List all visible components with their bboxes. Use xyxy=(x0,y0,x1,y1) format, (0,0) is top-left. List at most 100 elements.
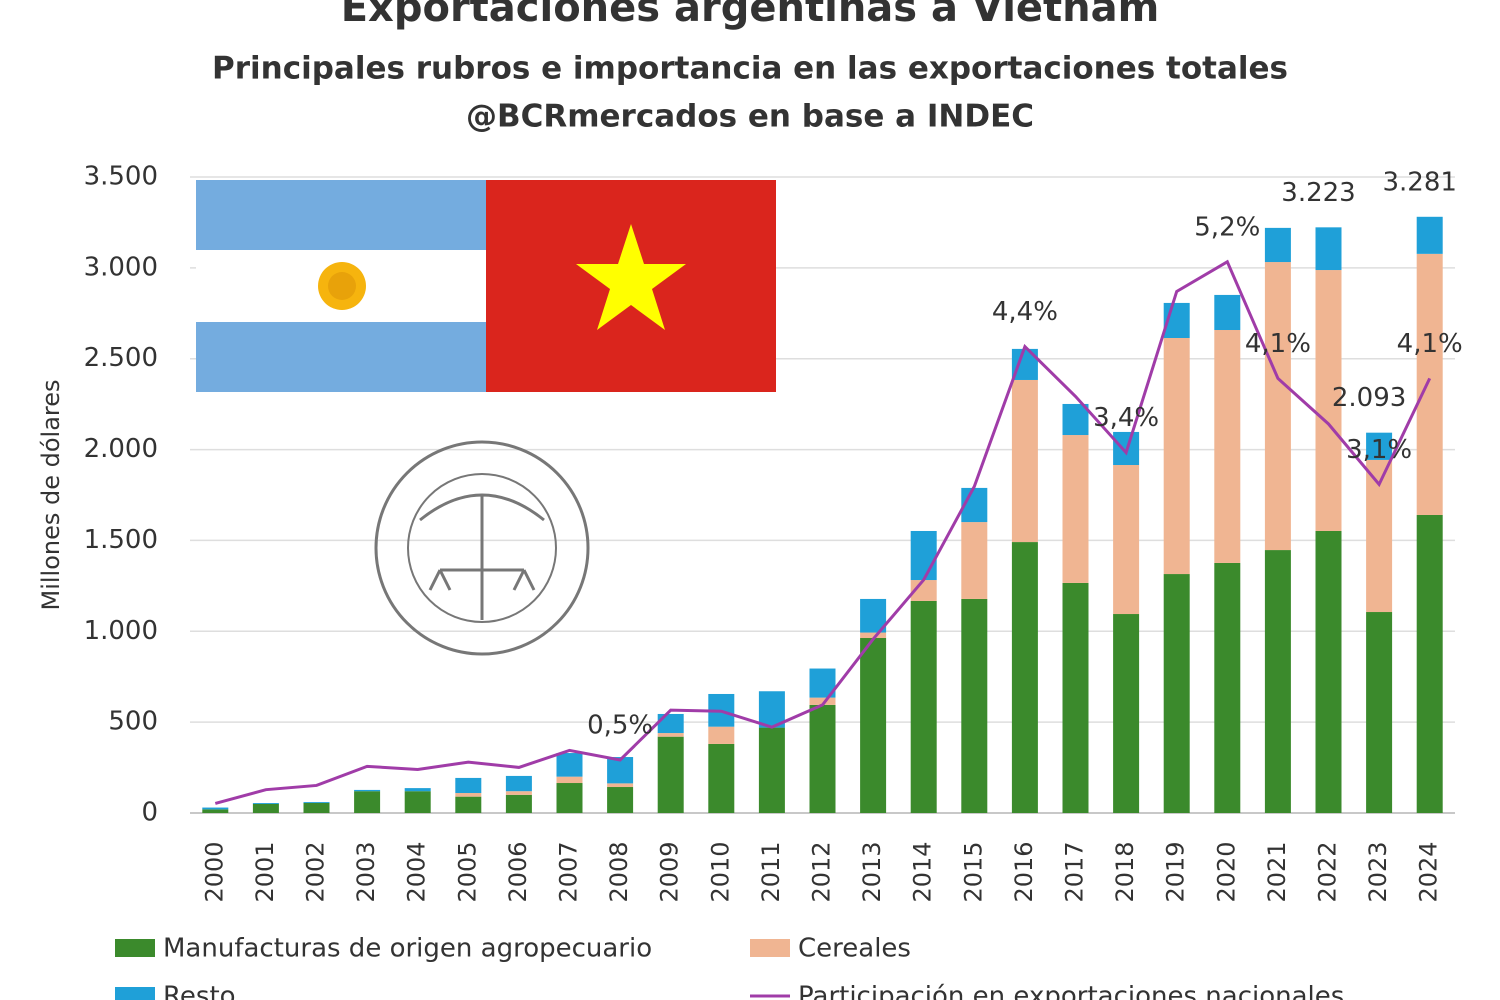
x-tick-label: 2015 xyxy=(959,841,987,902)
bar-segment xyxy=(1214,294,1241,331)
x-tick-label: 2007 xyxy=(555,841,583,902)
y-tick-label: 0 xyxy=(141,798,158,828)
bar-segment xyxy=(252,803,279,813)
total-label: 3.223 xyxy=(1281,178,1355,208)
bar-segment xyxy=(1062,403,1089,436)
data-label: 4,1% xyxy=(1397,329,1463,359)
x-tick-label: 2017 xyxy=(1061,841,1089,902)
bar-segment xyxy=(961,598,988,813)
bar-segment xyxy=(708,743,735,813)
x-tick-label: 2020 xyxy=(1212,841,1240,902)
y-tick-label: 2.000 xyxy=(84,434,158,464)
bar-segment xyxy=(505,775,532,792)
bar-segment xyxy=(404,788,431,792)
x-tick-label: 2011 xyxy=(757,841,785,902)
chart-title: Exportaciones argentinas a Vietnam xyxy=(341,0,1160,31)
x-tick-label: 2019 xyxy=(1162,841,1190,902)
y-tick-label: 2.500 xyxy=(84,343,158,373)
data-label: 0,5% xyxy=(587,711,653,741)
bar-segment xyxy=(1214,562,1241,813)
sun-core xyxy=(328,272,356,300)
x-tick-label: 2022 xyxy=(1314,841,1342,902)
bar-segment xyxy=(1264,550,1291,813)
line xyxy=(214,259,1432,805)
x-tick-label: 2021 xyxy=(1263,841,1291,902)
bar-segment xyxy=(404,791,431,813)
logo-ring xyxy=(407,473,557,623)
chart-subtitle: Principales rubros e importancia en las … xyxy=(212,51,1288,87)
logo-emblem xyxy=(419,493,545,620)
bar-segment xyxy=(607,787,634,813)
data-label: 5,2% xyxy=(1194,212,1260,242)
x-tick-label: 2005 xyxy=(453,841,481,902)
bar-segment xyxy=(910,600,937,813)
bar-segment xyxy=(1366,432,1393,460)
bar-segment xyxy=(303,803,330,813)
legend-label: Resto xyxy=(163,982,236,1000)
x-tick-label: 2000 xyxy=(200,841,228,902)
y-tick-label: 3.500 xyxy=(84,162,158,192)
bar-segment xyxy=(1416,253,1443,515)
bar-segment xyxy=(202,807,229,810)
bar-segment xyxy=(809,697,836,705)
bar-segment xyxy=(961,522,988,599)
bar-segment xyxy=(1163,337,1190,575)
bar-segment xyxy=(252,803,279,804)
x-tick-label: 2004 xyxy=(403,841,431,902)
bar-segment xyxy=(1062,435,1089,583)
star xyxy=(576,224,686,330)
bar-segment xyxy=(1315,530,1342,813)
y-tick-label: 1.000 xyxy=(84,616,158,646)
flag-stripe xyxy=(196,180,486,250)
data-label: 4,4% xyxy=(992,297,1058,327)
x-tick-label: 2008 xyxy=(605,841,633,902)
x-tick-label: 2018 xyxy=(1111,841,1139,902)
bar-segment xyxy=(1113,465,1140,615)
total-label: 2.093 xyxy=(1332,383,1406,413)
bar-segment xyxy=(556,753,583,777)
bar-segment xyxy=(303,802,330,804)
legend-label: Cereales xyxy=(798,934,911,964)
x-tick-label: 2002 xyxy=(302,841,330,902)
plot: 2000 2001 2002 2003 2004 2005 2006 2007 2008 2009… xyxy=(115,167,1463,1000)
bar-segment xyxy=(758,727,785,813)
bar-segment xyxy=(455,796,482,813)
bar-segment xyxy=(860,632,887,639)
y-axis-label: Millones de dólares xyxy=(37,379,65,610)
bar-segment xyxy=(1315,227,1342,271)
bar-segment xyxy=(1416,514,1443,813)
bar-segment xyxy=(809,704,836,813)
bar-segment xyxy=(1366,612,1393,813)
x-tick-label: 2013 xyxy=(858,841,886,902)
logo xyxy=(374,440,590,656)
data-label: 4,1% xyxy=(1245,329,1311,359)
bar-segment xyxy=(354,791,381,813)
legend-label: Manufacturas de origen agropecuario xyxy=(163,934,652,964)
bar-segment xyxy=(1315,270,1342,531)
x-tick-label: 2001 xyxy=(251,841,279,902)
logo-ring xyxy=(374,440,590,656)
bar-segment xyxy=(1264,227,1291,263)
bar-segment xyxy=(1062,582,1089,813)
bar-segment xyxy=(758,691,785,728)
flag-stripe xyxy=(196,322,486,392)
bar-segment xyxy=(657,713,684,734)
y-tick-label: 500 xyxy=(108,707,158,737)
bar-segment xyxy=(556,776,583,784)
bar-segment xyxy=(708,726,735,744)
y-tick-label: 3.000 xyxy=(84,252,158,282)
bar-segment xyxy=(1264,262,1291,551)
bar-segment xyxy=(1214,330,1241,563)
y-tick-label: 1.500 xyxy=(84,525,158,555)
x-tick-label: 2024 xyxy=(1415,841,1443,902)
bar-segment xyxy=(657,733,684,737)
bar-segment xyxy=(860,638,887,813)
total-label: 3.281 xyxy=(1382,167,1456,197)
bar-segment xyxy=(910,530,937,581)
bar-segment xyxy=(607,783,634,788)
x-tick-label: 2009 xyxy=(656,841,684,902)
legend-swatch xyxy=(115,987,155,1000)
x-tick-label: 2023 xyxy=(1364,841,1392,902)
bar-segment xyxy=(505,794,532,813)
